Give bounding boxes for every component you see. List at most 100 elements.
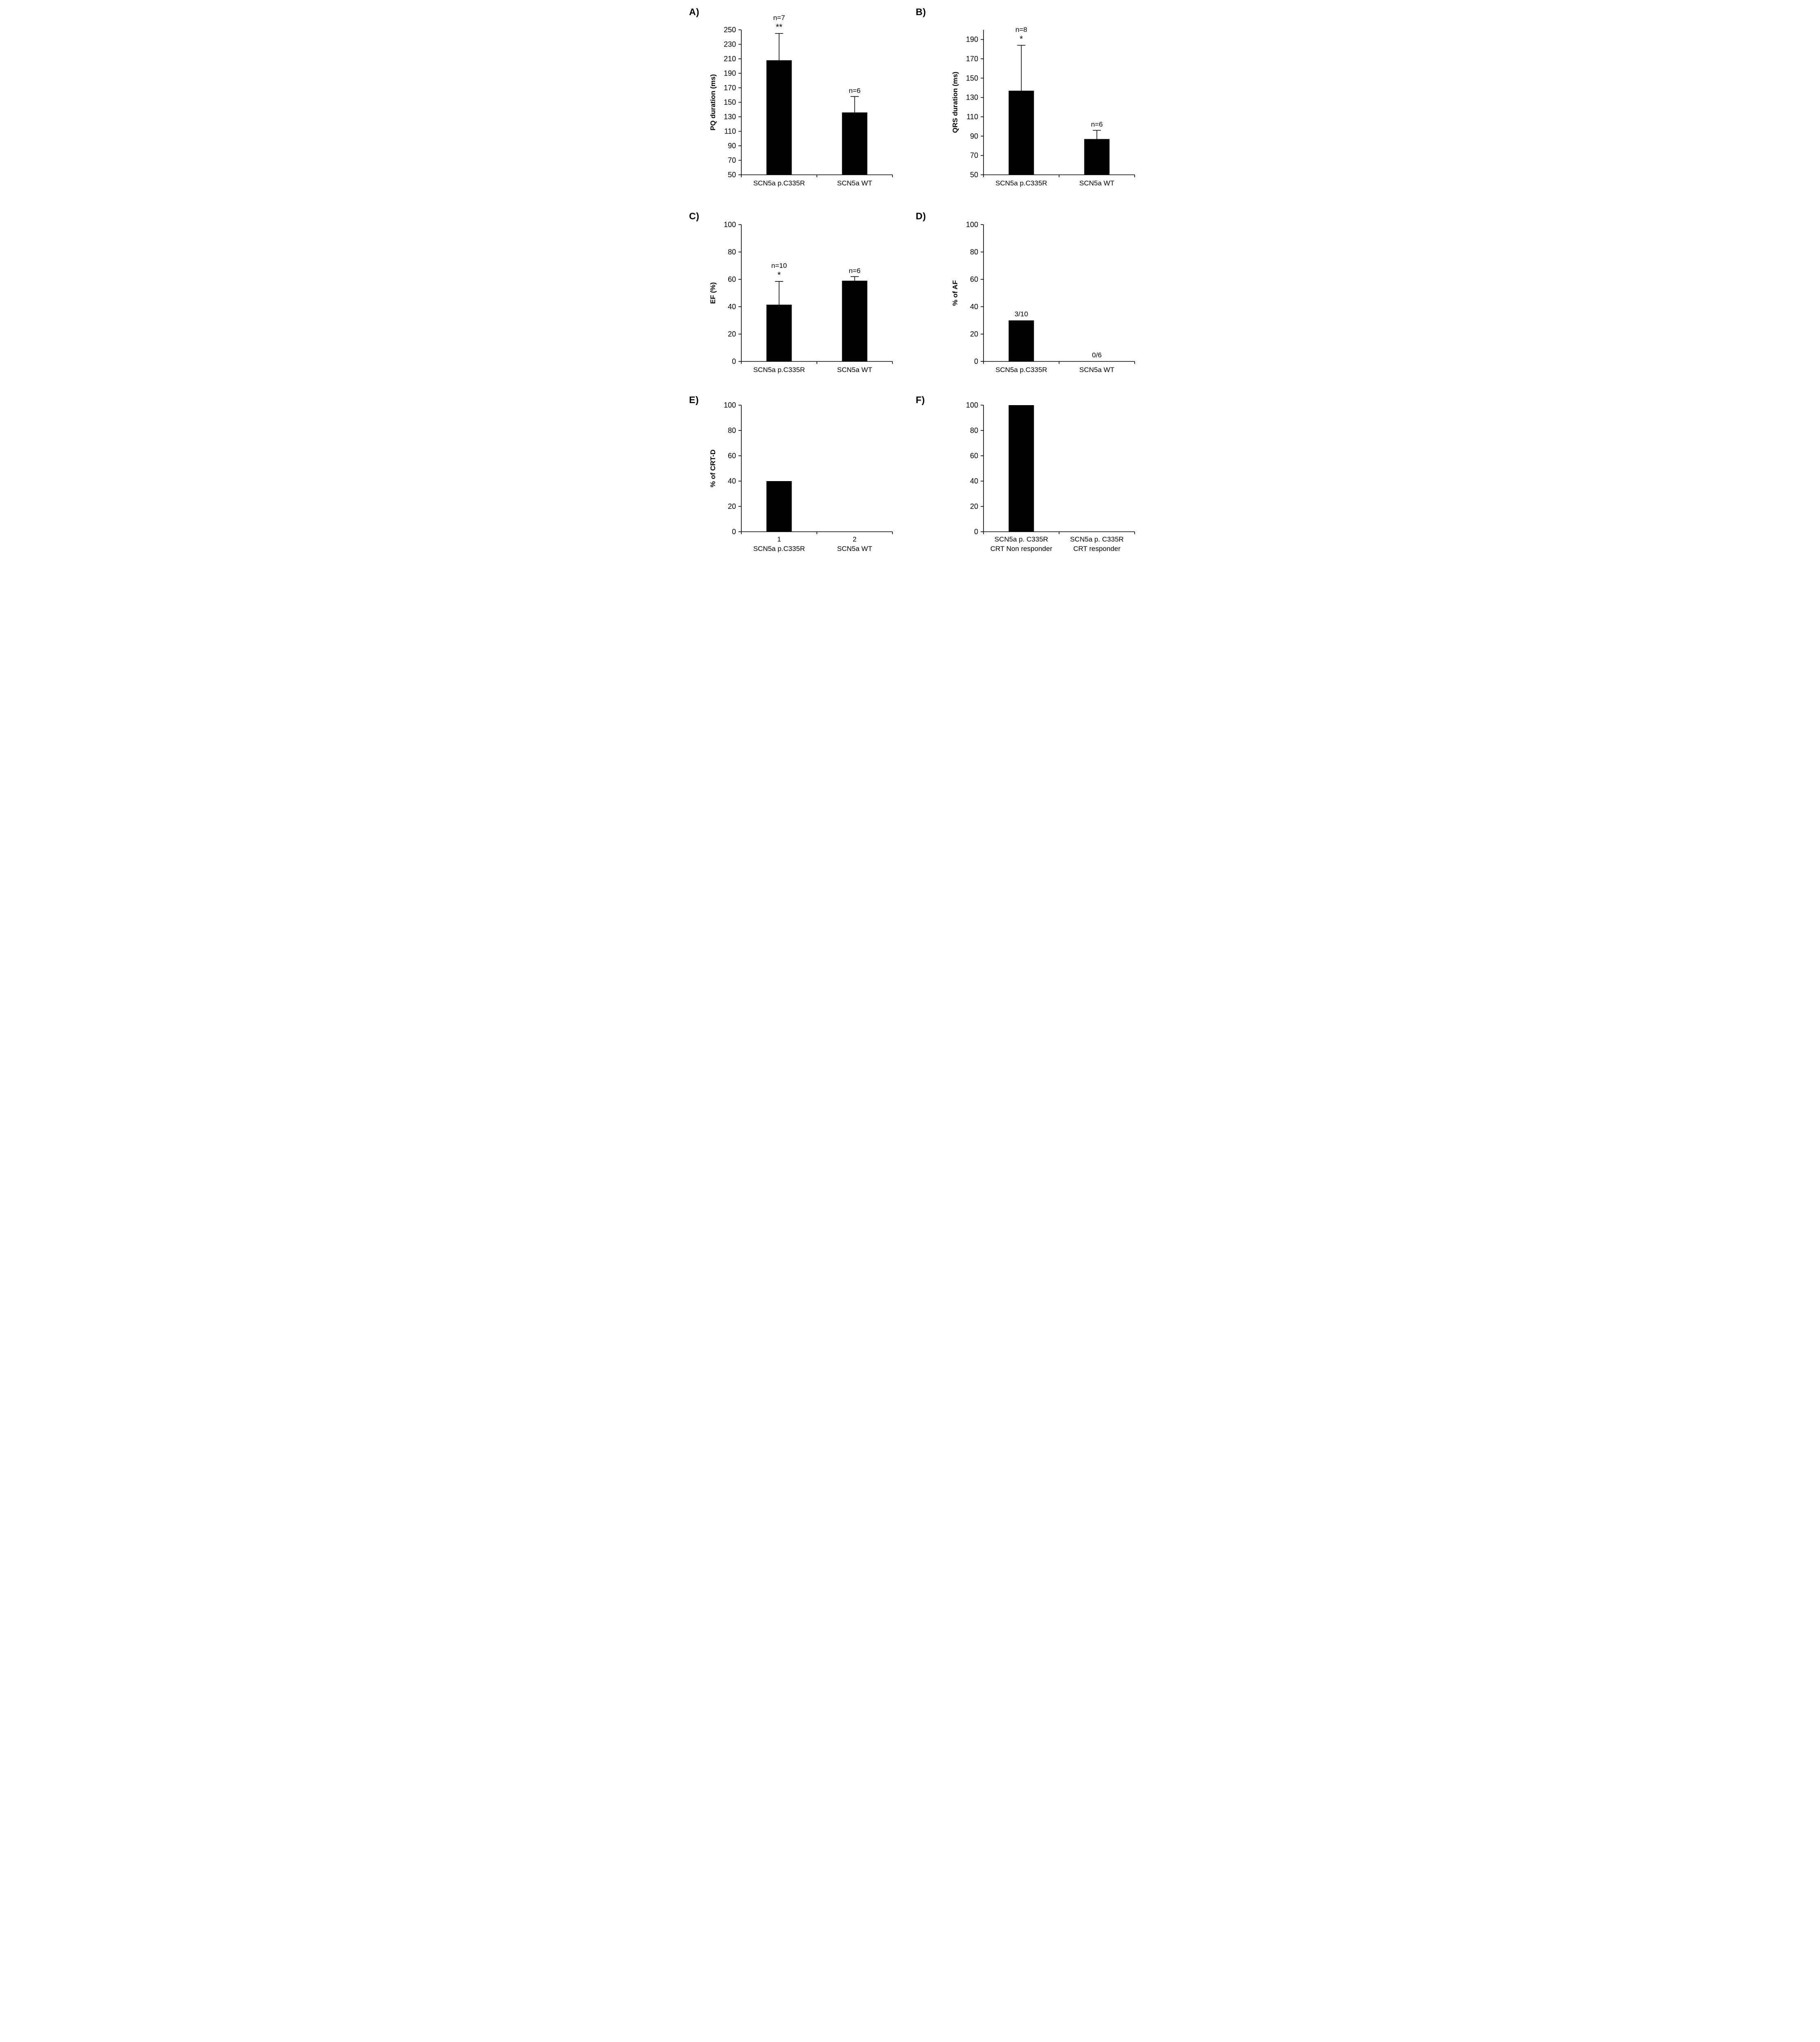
bar-annotation: n=6 — [849, 267, 861, 274]
bar-1 — [766, 60, 792, 175]
y-axis-title: QRS duration (ms) — [951, 71, 959, 133]
x-category-label: SCN5a p. C335R — [995, 535, 1048, 543]
bar-annotation: n=10 — [771, 262, 787, 270]
y-tick-label: 100 — [724, 221, 736, 229]
x-category-label: SCN5a p.C335R — [995, 179, 1047, 187]
y-tick-label: 60 — [970, 275, 978, 283]
panel-label-d: D) — [916, 211, 926, 221]
bar-annotation: n=6 — [1091, 120, 1103, 128]
panel-f: F) 0 20 40 60 80 100 SCN5a p. C335R CRT Non res… — [910, 388, 1138, 563]
y-axis-title: % of CRT-D — [709, 450, 717, 488]
x-category-label: SCN5a WT — [837, 545, 872, 553]
panel-label-e: E) — [689, 395, 699, 405]
y-tick-label: 80 — [970, 248, 978, 256]
x-category-label: SCN5a WT — [837, 366, 872, 374]
x-category-label: SCN5a p. C335R — [1070, 535, 1124, 543]
x-category-label: SCN5a p.C335R — [995, 366, 1047, 374]
panel-label-b: B) — [916, 7, 926, 17]
chart-wrap-e: 0 20 40 60 80 100 1 SCN5a p.C335R 2 SCN5a WT % of … — [709, 399, 897, 563]
y-tick-label: 130 — [966, 94, 978, 102]
y-tick-label: 210 — [724, 55, 736, 63]
chart-wrap-a: 50 70 90 110 130 150 170 190 210 230 250 ** n=7 SCN5a… — [709, 11, 897, 199]
x-category-label: SCN5a WT — [837, 179, 872, 187]
significance-asterisk: * — [777, 270, 781, 280]
y-tick-label: 80 — [728, 426, 736, 435]
y-tick-label: 60 — [970, 452, 978, 460]
chart-wrap-f: 0 20 40 60 80 100 SCN5a p. C335R CRT Non respon… — [951, 399, 1139, 563]
y-tick-label: 100 — [966, 401, 978, 409]
x-category-label: SCN5a p.C335R — [753, 545, 805, 553]
y-tick-label: 70 — [970, 152, 978, 160]
bar-2 — [1084, 139, 1110, 175]
y-tick-label: 170 — [966, 55, 978, 63]
y-axis-title: EF (%) — [709, 282, 717, 304]
y-tick-label: 90 — [728, 142, 736, 150]
panel-label-a: A) — [689, 7, 700, 17]
bar-1 — [1008, 405, 1034, 532]
y-tick-label: 100 — [966, 221, 978, 229]
y-tick-label: 170 — [724, 84, 736, 92]
x-category-label: SCN5a WT — [1080, 366, 1115, 374]
bar-1 — [1008, 320, 1034, 361]
chart-pq-duration: 50 70 90 110 130 150 170 190 210 230 250 **n=7 SCN5a… — [709, 14, 893, 187]
y-tick-label: 40 — [728, 303, 736, 311]
x-category-label: 2 — [853, 535, 856, 543]
x-category-label: CRT Non responder — [990, 545, 1053, 553]
significance-asterisk: * — [1019, 34, 1023, 44]
y-tick-label: 20 — [970, 330, 978, 338]
y-tick-label: 20 — [970, 502, 978, 510]
y-tick-label: 230 — [724, 40, 736, 49]
panel-b: B) 50 70 90 110 130 150 170 190 * n=8 SCN5a p.C335… — [910, 0, 1138, 204]
bar-1 — [1008, 91, 1034, 175]
bar-2 — [842, 112, 868, 175]
y-tick-label: 0 — [732, 357, 736, 366]
chart-percent-af: 0 20 40 60 80 100 3/10 SCN5a p.C335R 0/6 SCN5a WT… — [951, 221, 1135, 374]
panel-label-c: C) — [689, 211, 700, 221]
chart-qrs-duration: 50 70 90 110 130 150 170 190 *n=8 SCN5a p.C335R n=… — [951, 26, 1135, 187]
y-tick-label: 250 — [724, 26, 736, 34]
chart-percent-crtd: 0 20 40 60 80 100 1 SCN5a p.C335R 2 SCN5a WT % of … — [709, 401, 893, 553]
y-tick-label: 60 — [728, 452, 736, 460]
y-tick-label: 60 — [728, 275, 736, 283]
y-axis-title: PQ duration (ms) — [709, 74, 717, 131]
y-tick-label: 150 — [966, 74, 978, 82]
chart-wrap-b: 50 70 90 110 130 150 170 190 * n=8 SCN5a p.C335R n=… — [951, 11, 1139, 199]
y-tick-label: 110 — [724, 127, 736, 136]
y-tick-label: 190 — [966, 36, 978, 44]
panel-e: E) 0 20 40 60 80 100 1 SCN5a p.C335R 2 SCN5a WT % … — [682, 388, 910, 563]
x-category-label: CRT responder — [1073, 545, 1121, 553]
panel-c: C) 0 20 40 60 80 100 * n=10 SCN5a p.C335R n=6 SCN5… — [682, 204, 910, 388]
chart-wrap-c: 0 20 40 60 80 100 * n=10 SCN5a p.C335R n=6 SCN5a W… — [709, 218, 897, 388]
x-category-label: SCN5a WT — [1080, 179, 1115, 187]
panel-label-f: F) — [916, 395, 925, 405]
bar-1 — [766, 481, 792, 532]
y-tick-label: 0 — [732, 528, 736, 536]
chart-wrap-d: 0 20 40 60 80 100 3/10 SCN5a p.C335R 0/6 SCN5a WT… — [951, 218, 1139, 388]
figure: A) 50 70 90 110 130 150 170 190 210 230 250 ** n=7 SC… — [682, 0, 1138, 563]
y-tick-label: 0 — [974, 357, 978, 366]
bar-1 — [766, 304, 792, 361]
y-tick-label: 110 — [966, 113, 978, 121]
y-tick-label: 40 — [970, 303, 978, 311]
y-tick-label: 50 — [970, 171, 978, 179]
y-tick-label: 150 — [724, 98, 736, 107]
y-tick-label: 80 — [728, 248, 736, 256]
x-category-label: 1 — [777, 535, 781, 543]
bar-annotation: 3/10 — [1015, 310, 1028, 318]
bar-2 — [842, 281, 868, 361]
bar-annotation: 0/6 — [1092, 351, 1102, 359]
y-tick-label: 40 — [970, 477, 978, 485]
y-tick-label: 50 — [728, 171, 736, 179]
panel-a: A) 50 70 90 110 130 150 170 190 210 230 250 ** n=7 SC… — [682, 0, 910, 204]
y-tick-label: 40 — [728, 477, 736, 485]
panel-d: D) 0 20 40 60 80 100 3/10 SCN5a p.C335R 0/6 SCN5a… — [910, 204, 1138, 388]
y-tick-label: 20 — [728, 502, 736, 510]
y-axis-title: % of AF — [951, 280, 959, 306]
y-tick-label: 90 — [970, 132, 978, 140]
bar-annotation: n=8 — [1015, 26, 1027, 33]
chart-ef-percent: 0 20 40 60 80 100 *n=10 SCN5a p.C335R n=6 SCN5a W… — [709, 221, 893, 374]
y-tick-label: 190 — [724, 69, 736, 78]
x-category-label: SCN5a p.C335R — [753, 179, 805, 187]
y-tick-label: 130 — [724, 113, 736, 121]
y-tick-label: 100 — [724, 401, 736, 409]
